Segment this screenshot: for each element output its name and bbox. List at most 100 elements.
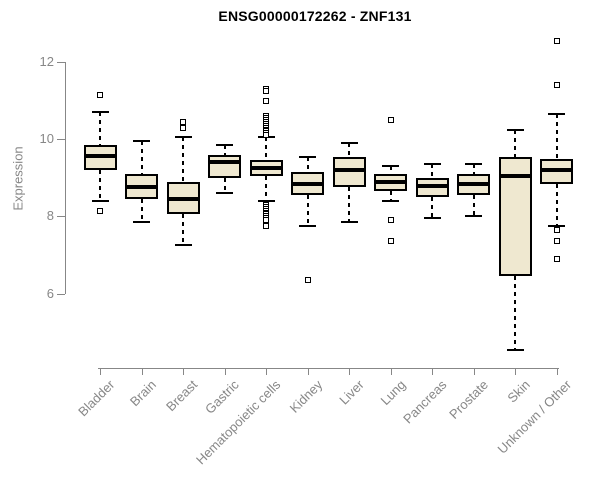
x-axis-label: Liver bbox=[336, 377, 367, 408]
y-axis-tick-label: 12 bbox=[39, 54, 54, 69]
x-axis-tick bbox=[307, 368, 309, 375]
upper-whisker-cap bbox=[174, 136, 192, 139]
outlier-point bbox=[387, 238, 394, 245]
upper-whisker bbox=[431, 164, 433, 178]
lower-whisker-cap bbox=[257, 199, 275, 202]
upper-whisker-cap bbox=[506, 128, 524, 131]
upper-whisker bbox=[306, 156, 309, 172]
lower-whisker bbox=[389, 191, 392, 201]
lower-whisker-cap bbox=[465, 215, 482, 218]
outlier-point bbox=[553, 226, 560, 233]
y-axis-line bbox=[65, 62, 66, 294]
outlier-point bbox=[263, 217, 269, 224]
lower-whisker bbox=[348, 187, 350, 223]
upper-whisker-cap bbox=[465, 163, 482, 166]
outlier-point bbox=[553, 238, 560, 245]
y-axis-tick-label: 8 bbox=[46, 208, 54, 224]
lower-whisker bbox=[99, 170, 101, 201]
x-axis-tick bbox=[432, 368, 433, 375]
outlier-point bbox=[180, 118, 186, 125]
x-axis-tick bbox=[473, 368, 475, 375]
y-axis-tick-label: 6 bbox=[46, 285, 54, 301]
lower-whisker-cap bbox=[382, 199, 399, 202]
upper-whisker-cap bbox=[216, 143, 233, 146]
outlier-point bbox=[553, 37, 560, 44]
upper-whisker bbox=[99, 112, 101, 145]
x-axis-tick bbox=[183, 368, 184, 375]
lower-whisker bbox=[265, 175, 267, 201]
lower-whisker-cap bbox=[506, 348, 524, 351]
median-line bbox=[166, 197, 200, 202]
upper-whisker bbox=[223, 144, 226, 155]
outlier-point bbox=[263, 132, 269, 139]
upper-whisker bbox=[389, 166, 392, 174]
lower-whisker-cap bbox=[174, 244, 192, 247]
x-axis-label: Kidney bbox=[286, 377, 326, 416]
x-axis-label: Skin bbox=[504, 377, 533, 406]
x-axis-label: Lung bbox=[377, 377, 409, 409]
lower-whisker-cap bbox=[423, 217, 441, 220]
median-line bbox=[540, 168, 573, 173]
upper-whisker bbox=[265, 137, 267, 161]
median-line bbox=[83, 153, 117, 158]
y-axis-tick bbox=[57, 293, 65, 295]
upper-whisker bbox=[472, 164, 475, 174]
x-axis-label: Brain bbox=[127, 377, 160, 410]
median-line bbox=[498, 173, 532, 178]
median-line bbox=[291, 181, 324, 186]
upper-whisker bbox=[514, 129, 516, 157]
lower-whisker bbox=[306, 195, 309, 227]
x-axis-tick bbox=[556, 368, 558, 375]
upper-whisker bbox=[348, 143, 350, 157]
outlier-point bbox=[263, 97, 269, 104]
upper-whisker-cap bbox=[133, 140, 150, 143]
y-axis-tick bbox=[57, 139, 65, 141]
outlier-point bbox=[97, 91, 103, 98]
x-axis-label: Unknown / Other bbox=[494, 377, 575, 457]
x-axis-label: Prostate bbox=[446, 377, 492, 422]
median-line bbox=[415, 183, 449, 188]
lower-whisker bbox=[140, 199, 143, 223]
x-axis-tick bbox=[266, 368, 267, 375]
x-axis-tick bbox=[515, 368, 516, 375]
outlier-point bbox=[263, 87, 269, 94]
upper-whisker bbox=[140, 141, 143, 174]
x-axis-label: Breast bbox=[163, 377, 201, 415]
outlier-point bbox=[387, 116, 394, 123]
lower-whisker bbox=[431, 197, 433, 219]
x-axis-line bbox=[98, 368, 559, 369]
x-axis-tick bbox=[349, 368, 350, 375]
lower-whisker bbox=[182, 214, 184, 246]
chart-title: ENSG00000172262 - ZNF131 bbox=[218, 8, 412, 24]
y-axis-tick-label: 10 bbox=[39, 131, 54, 147]
upper-whisker-cap bbox=[340, 142, 358, 145]
x-axis-tick bbox=[141, 368, 143, 375]
x-axis-label: Gastric bbox=[202, 377, 243, 417]
box bbox=[208, 154, 241, 178]
outlier-point bbox=[304, 277, 311, 284]
median-line bbox=[208, 160, 241, 165]
y-axis-tick bbox=[57, 62, 65, 63]
x-axis-tick bbox=[224, 368, 226, 375]
lower-whisker bbox=[472, 195, 475, 217]
x-axis-label: Bladder bbox=[75, 377, 118, 420]
lower-whisker bbox=[223, 177, 226, 194]
lower-whisker bbox=[514, 276, 516, 350]
outlier-point bbox=[263, 223, 269, 230]
median-line bbox=[457, 181, 490, 186]
lower-whisker-cap bbox=[548, 225, 565, 228]
median-line bbox=[125, 184, 158, 189]
lower-whisker-cap bbox=[299, 225, 316, 228]
outlier-point bbox=[553, 82, 560, 89]
lower-whisker-cap bbox=[133, 221, 150, 224]
x-axis-tick bbox=[390, 368, 392, 375]
outlier-point bbox=[180, 124, 186, 131]
outlier-point bbox=[387, 217, 394, 224]
x-axis-tick bbox=[100, 368, 101, 375]
upper-whisker-cap bbox=[299, 155, 316, 158]
upper-whisker bbox=[555, 114, 558, 159]
median-line bbox=[374, 179, 407, 184]
upper-whisker-cap bbox=[382, 165, 399, 168]
